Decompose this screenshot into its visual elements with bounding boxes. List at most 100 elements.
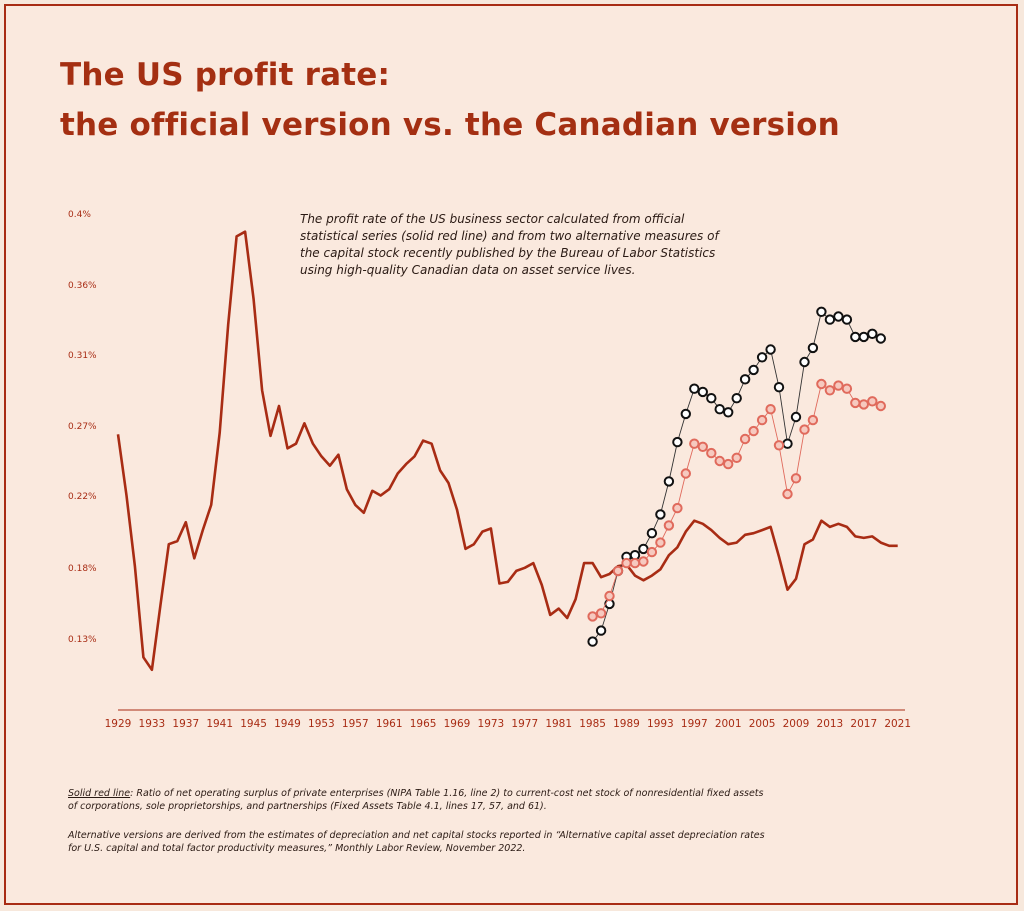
data-point-alt_red [595, 608, 607, 619]
data-point-alt_red [680, 468, 691, 479]
x-tick-label: 1957 [341, 718, 369, 730]
data-point-alt_red [867, 396, 878, 407]
series-line-alt_red [592, 383, 882, 617]
x-tick-label: 1989 [613, 718, 640, 730]
data-point-alt_black [731, 393, 742, 404]
chart-frame [4, 4, 1018, 905]
data-point-alt_black [790, 411, 802, 423]
x-tick-label: 1985 [579, 718, 606, 730]
data-point-alt_black [689, 383, 700, 394]
x-tick-label: 2021 [884, 718, 912, 730]
data-point-alt_black [807, 342, 819, 354]
data-point-alt_black [867, 328, 878, 339]
x-tick-label: 1949 [274, 718, 301, 730]
data-point-alt_red [782, 488, 793, 500]
data-point-alt_black [714, 404, 725, 415]
data-point-alt_red [833, 380, 844, 391]
series-line-official [116, 230, 898, 672]
data-point-alt_black [655, 509, 666, 520]
data-point-alt_black [672, 436, 683, 448]
footnote-lead: Solid red line [68, 788, 131, 799]
data-point-alt_black [816, 306, 827, 317]
series-line-alt_black [592, 310, 882, 642]
data-point-alt_red [655, 537, 666, 548]
data-point-alt_black [850, 331, 861, 343]
data-point-alt_red [850, 397, 861, 409]
x-tick-label: 1965 [409, 718, 437, 730]
data-point-alt_black [697, 386, 708, 398]
data-point-alt_red [697, 441, 708, 452]
data-point-alt_red [672, 502, 683, 514]
data-point-alt_red [663, 520, 675, 531]
data-point-alt_black [587, 636, 598, 647]
data-point-alt_red [612, 565, 624, 577]
title-line-1: The US profit rate: [60, 57, 391, 93]
data-point-alt_red [841, 383, 853, 394]
data-point-alt_red [638, 556, 649, 567]
data-point-alt_red [621, 557, 632, 569]
y-tick-label: 0.13% [68, 635, 97, 645]
y-tick-label: 0.18% [68, 564, 97, 574]
data-point-alt_black [773, 382, 785, 393]
x-tick-label: 2017 [850, 718, 878, 730]
chart-title: The US profit rate: the official version… [60, 50, 960, 150]
data-point-alt_black [638, 543, 649, 555]
y-tick-label: 0.22% [68, 492, 97, 502]
data-point-alt_red [756, 414, 768, 426]
data-point-alt_red [714, 455, 725, 467]
y-tick-label: 0.31% [68, 351, 97, 361]
data-point-alt_red [739, 433, 751, 445]
data-point-alt_black [875, 333, 886, 344]
data-point-alt_red [646, 546, 658, 558]
x-tick-label: 1977 [511, 718, 539, 730]
y-tick-label: 0.36% [68, 281, 97, 291]
data-point-alt_black [782, 438, 793, 449]
data-point-alt_black [765, 344, 776, 355]
x-tick-label: 2009 [782, 718, 810, 730]
data-point-alt_black [663, 476, 675, 487]
data-point-alt_red [587, 611, 598, 622]
data-point-alt_red [604, 590, 615, 602]
x-tick-label: 1961 [375, 718, 403, 730]
data-point-alt_red [773, 440, 785, 451]
x-tick-label: 2001 [714, 718, 742, 730]
data-point-alt_red [790, 473, 802, 484]
footnote-1: Solid red line: Ratio of net operating s… [68, 787, 768, 813]
data-point-alt_black [723, 407, 734, 418]
x-tick-label: 1969 [443, 718, 471, 730]
data-point-alt_black [595, 625, 607, 636]
x-tick-label: 1997 [680, 718, 708, 730]
data-point-alt_red [731, 452, 742, 463]
chart-caption: The profit rate of the US business secto… [300, 212, 719, 277]
data-point-alt_red [816, 378, 827, 390]
x-tick-label: 1993 [647, 718, 674, 730]
x-tick-label: 1929 [104, 718, 132, 730]
x-tick-label: 1941 [206, 718, 234, 730]
data-point-alt_black [646, 528, 658, 539]
x-tick-label: 1953 [308, 718, 335, 730]
x-tick-label: 1937 [172, 718, 200, 730]
data-point-alt_red [807, 414, 819, 426]
data-point-alt_red [629, 557, 641, 569]
data-point-alt_black [739, 374, 751, 385]
title-line-2: the official version vs. the Canadian ve… [60, 107, 840, 143]
x-tick-label: 2005 [748, 718, 776, 730]
data-point-alt_black [841, 314, 853, 325]
x-tick-label: 1973 [477, 718, 505, 730]
data-point-alt_red [706, 447, 717, 459]
data-point-alt_red [799, 424, 810, 435]
data-point-alt_black [799, 356, 810, 368]
data-point-alt_red [875, 400, 886, 412]
data-point-alt_red [748, 425, 759, 437]
footnote-1-text: : Ratio of net operating surplus of priv… [68, 788, 764, 812]
x-tick-label: 1945 [240, 718, 267, 730]
x-tick-label: 1933 [138, 718, 166, 730]
data-point-alt_red [765, 404, 776, 415]
y-tick-label: 0.27% [68, 422, 97, 432]
data-point-alt_red [723, 458, 734, 470]
data-point-alt_black [748, 364, 759, 376]
footnote-2: Alternative versions are derived from th… [68, 830, 765, 854]
data-point-alt_red [824, 385, 836, 396]
y-tick-label: 0.4% [68, 210, 91, 220]
data-point-alt_red [858, 399, 869, 410]
